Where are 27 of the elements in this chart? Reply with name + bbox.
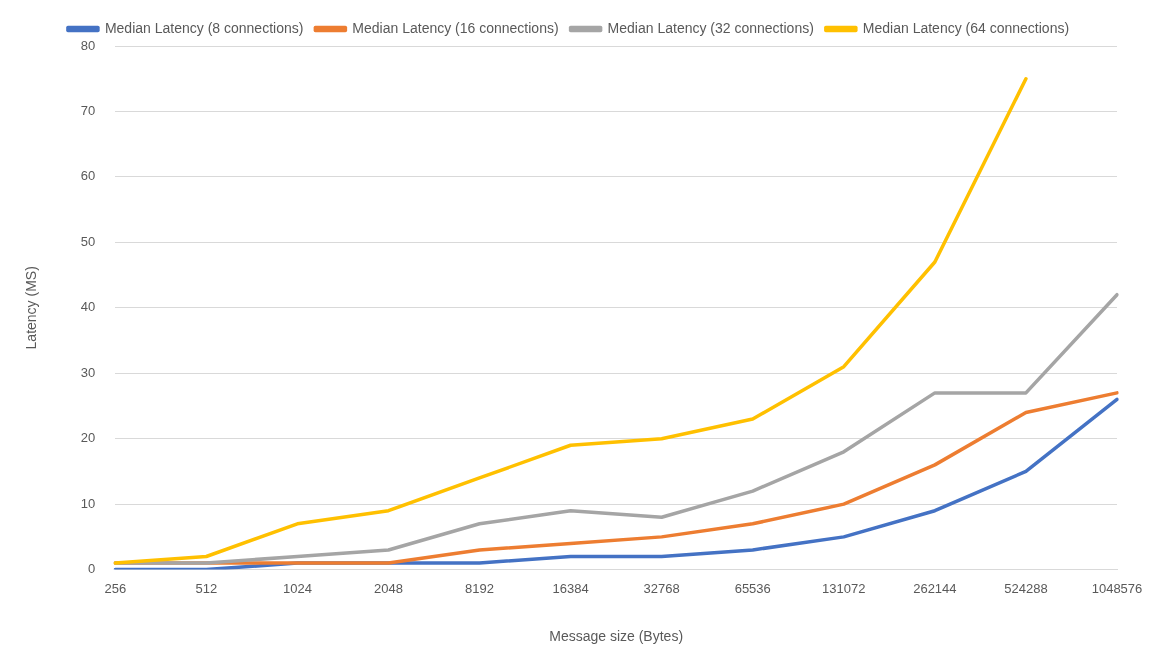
x-tick-label: 262144 xyxy=(913,580,957,596)
x-tick-label: 2048 xyxy=(374,580,403,596)
y-tick-label: 10 xyxy=(80,495,96,511)
x-axis-title: Message size (Bytes) xyxy=(549,628,684,645)
x-tick-label: 8192 xyxy=(465,580,494,596)
y-tick-label: 30 xyxy=(80,364,96,380)
y-tick-label: 80 xyxy=(80,37,96,53)
y-axis-title: Latency (MS) xyxy=(23,266,40,350)
x-tick-label: 65536 xyxy=(734,580,771,596)
x-tick-label: 524288 xyxy=(1004,580,1048,596)
y-tick-label: 0 xyxy=(88,561,96,577)
y-tick-label: 20 xyxy=(80,430,96,446)
y-tick-label: 50 xyxy=(80,233,96,249)
x-tick-label: 256 xyxy=(104,580,127,596)
y-tick-label: 70 xyxy=(80,103,96,119)
legend-label: Median Latency (8 connections) xyxy=(104,19,304,36)
y-tick-label: 40 xyxy=(80,299,96,315)
x-tick-label: 1024 xyxy=(282,580,312,596)
x-tick-label: 131072 xyxy=(822,580,866,596)
legend-label: Median Latency (32 connections) xyxy=(607,19,814,36)
legend-label: Median Latency (16 connections) xyxy=(352,19,559,36)
x-tick-label: 1048576 xyxy=(1091,580,1143,596)
legend-label: Median Latency (64 connections) xyxy=(862,19,1070,36)
x-tick-label: 512 xyxy=(195,580,218,596)
x-tick-label: 32768 xyxy=(643,580,680,596)
x-tick-label: 16384 xyxy=(552,580,589,596)
y-tick-label: 60 xyxy=(80,168,96,184)
